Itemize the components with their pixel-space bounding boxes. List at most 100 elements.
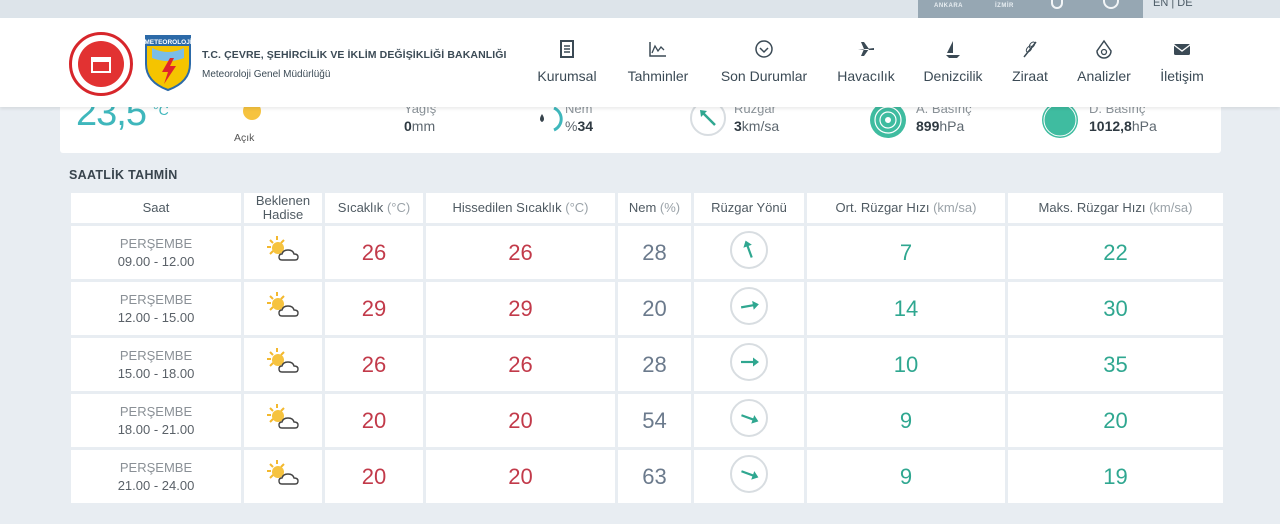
sun-cloud-icon	[267, 404, 299, 429]
nav-label: Kurumsal	[537, 68, 597, 84]
cell-saat: PERŞEMBE 15.00 - 18.00	[71, 338, 241, 391]
row-time: 09.00 - 12.00	[117, 253, 195, 269]
header-hadise: Beklenen Hadise	[244, 193, 322, 223]
avg-wind-value: 7	[899, 239, 913, 265]
top-utility-bar: ANKARA İZMİR EN | DE	[0, 0, 1280, 18]
cell-maks-ruzgar: 19	[1008, 450, 1223, 503]
cell-ruzgar-yonu	[694, 282, 804, 335]
row-day: PERŞEMBE	[119, 235, 193, 251]
city-link-izmir[interactable]: İZMİR	[995, 3, 1014, 9]
max-wind-value: 20	[1103, 407, 1128, 433]
ministry-title: T.C. ÇEVRE, ŞEHİRCİLİK VE İKLİM DEĞİŞİKL…	[202, 49, 507, 61]
cell-sicaklik: 29	[325, 282, 423, 335]
feels-like-value: 20	[508, 407, 533, 433]
cell-nem: 28	[618, 338, 691, 391]
cell-sicaklik: 26	[325, 338, 423, 391]
site-header: METEOROLOJİ T.C. ÇEVRE, ŞEHİRCİLİK VE İK…	[0, 18, 1280, 107]
cell-ort-ruzgar: 14	[807, 282, 1005, 335]
cell-hissedilen: 29	[426, 282, 615, 335]
cell-saat: PERŞEMBE 12.00 - 15.00	[71, 282, 241, 335]
cell-saat: PERŞEMBE 21.00 - 24.00	[71, 450, 241, 503]
wind-arrow-icon	[743, 240, 753, 258]
nav-denizcilik[interactable]: Denizcilik	[921, 38, 985, 90]
row-time: 15.00 - 18.00	[117, 365, 195, 381]
wind-direction-indicator	[730, 455, 768, 493]
cell-hadise	[244, 394, 322, 447]
pressure-d-unit: hPa	[1131, 118, 1157, 134]
hourly-forecast-table: Saat Beklenen Hadise Sıcaklık (°C) Hisse…	[68, 190, 1226, 506]
header-sicaklik: Sıcaklık (°C)	[325, 193, 423, 223]
feels-like-value: 26	[508, 239, 533, 265]
table-row: PERŞEMBE 15.00 - 18.00 26 26 28 10 35	[71, 338, 1223, 391]
cell-ort-ruzgar: 9	[807, 450, 1005, 503]
nav-havacilik[interactable]: Havacılık	[836, 38, 896, 90]
cell-ort-ruzgar: 7	[807, 226, 1005, 279]
humidity-prefix: %	[565, 118, 578, 134]
header-ruzgar-yonu: Rüzgar Yönü	[694, 193, 804, 223]
nav-analizler[interactable]: Analizler	[1074, 38, 1134, 90]
cell-maks-ruzgar: 30	[1008, 282, 1223, 335]
hourly-forecast-title: SAATLİK TAHMİN	[69, 168, 178, 182]
language-switch[interactable]: EN | DE	[1153, 0, 1193, 9]
sun-cloud-icon	[267, 460, 299, 485]
sun-cloud-icon	[267, 236, 299, 261]
wind-arrow-icon	[740, 300, 759, 310]
city-link-ankara[interactable]: ANKARA	[934, 3, 963, 9]
nav-ziraat[interactable]: Ziraat	[1009, 38, 1051, 90]
max-wind-value: 35	[1103, 351, 1128, 377]
directorate-subtitle: Meteoroloji Genel Müdürlüğü	[202, 69, 331, 80]
wind-arrow-icon	[741, 414, 759, 424]
cell-sicaklik: 20	[325, 450, 423, 503]
nav-tahminler[interactable]: Tahminler	[624, 38, 692, 90]
cell-hadise	[244, 282, 322, 335]
row-time: 18.00 - 21.00	[117, 421, 195, 437]
cell-ort-ruzgar: 10	[807, 338, 1005, 391]
max-wind-value: 30	[1103, 295, 1128, 321]
row-time: 12.00 - 15.00	[117, 309, 195, 325]
nav-son-durumlar[interactable]: Son Durumlar	[718, 38, 810, 90]
header-hissedilen: Hissedilen Sıcaklık (°C)	[426, 193, 615, 223]
humidity-value: 63	[642, 463, 667, 489]
sailboat-icon	[946, 41, 960, 58]
wind-direction-indicator	[730, 287, 768, 325]
cell-hadise	[244, 450, 322, 503]
header-maks-ruzgar: Maks. Rüzgar Hızı (km/sa)	[1008, 193, 1223, 223]
wind-arrow-icon	[741, 357, 759, 367]
cell-nem: 54	[618, 394, 691, 447]
nav-label: Analizler	[1077, 68, 1131, 84]
max-wind-value: 22	[1103, 239, 1128, 265]
city-webcam-bar[interactable]: ANKARA İZMİR	[918, 0, 1143, 18]
humidity-value: 28	[642, 239, 667, 265]
header-ort-ruzgar: Ort. Rüzgar Hızı (km/sa)	[807, 193, 1005, 223]
temperature-value: 26	[361, 351, 387, 377]
cell-nem: 20	[618, 282, 691, 335]
avg-wind-value: 9	[899, 463, 913, 489]
current-condition: Açık	[234, 132, 255, 144]
table-row: PERŞEMBE 12.00 - 15.00 29 29 20 14 30	[71, 282, 1223, 335]
header-nem: Nem (%)	[618, 193, 691, 223]
pressure-a-icon	[870, 102, 906, 138]
nav-kurumsal[interactable]: Kurumsal	[535, 38, 599, 90]
nav-label: Ziraat	[1012, 68, 1048, 84]
nav-label: Son Durumlar	[720, 68, 808, 84]
cell-sicaklik: 20	[325, 394, 423, 447]
meteoroloji-logo[interactable]: METEOROLOJİ	[144, 34, 192, 92]
check-circle-icon	[755, 40, 773, 58]
ministry-logo[interactable]	[69, 32, 133, 96]
humidity-value: 20	[642, 295, 667, 321]
pressure-a-unit: hPa	[939, 118, 965, 134]
nav-iletisim[interactable]: İletişim	[1157, 38, 1207, 90]
cell-maks-ruzgar: 35	[1008, 338, 1223, 391]
cell-ort-ruzgar: 9	[807, 394, 1005, 447]
cell-saat: PERŞEMBE 09.00 - 12.00	[71, 226, 241, 279]
microphone-icon[interactable]	[1051, 0, 1063, 9]
pressure-d-value: 1012,8	[1089, 118, 1132, 134]
cell-hissedilen: 20	[426, 394, 615, 447]
wind-value: 3	[734, 118, 742, 134]
row-day: PERŞEMBE	[119, 291, 193, 307]
humidity-value: 28	[642, 351, 667, 377]
satellite-icon[interactable]	[1103, 0, 1119, 9]
cell-sicaklik: 26	[325, 226, 423, 279]
chart-icon	[649, 42, 666, 57]
cell-hissedilen: 26	[426, 338, 615, 391]
